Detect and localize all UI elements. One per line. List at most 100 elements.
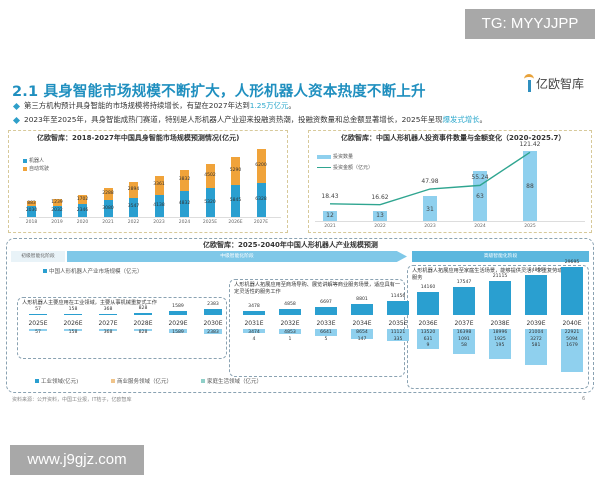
year-label: 2033E bbox=[316, 320, 336, 327]
bar-industrial bbox=[99, 329, 117, 331]
bar-value: 13 bbox=[376, 212, 384, 219]
year-label: 2039E bbox=[526, 320, 546, 327]
total-value: 17547 bbox=[456, 279, 472, 285]
annotation-text: 人形机器人拓展应用至家庭生活场景，能够提供灵活、非重复劳动性的多元服务 bbox=[412, 268, 584, 281]
bar-total bbox=[489, 281, 511, 315]
total-value: 3478 bbox=[248, 303, 260, 309]
diamond-bullet-icon bbox=[12, 102, 21, 110]
bar-value: 12 bbox=[326, 212, 334, 219]
bar-total bbox=[204, 309, 222, 315]
logo-text: 亿欧智库 bbox=[536, 76, 585, 91]
amount-line bbox=[329, 151, 531, 206]
bullet-1: 第三方机构预计具身智能的市场规模将持续增长，有望在2027年达到1.25万亿元。 bbox=[12, 100, 296, 111]
commercial-value: 147 bbox=[357, 337, 367, 342]
bar-autodrive bbox=[103, 187, 113, 201]
annotation-box-industrial: 人形机器人主要应用在工业领域，主要从事机械重复式工作 bbox=[17, 297, 227, 359]
year-label: 2037E bbox=[454, 320, 474, 327]
total-value: 828 bbox=[138, 305, 148, 311]
bar-value: 2346 bbox=[76, 207, 89, 213]
legend-swatch-icon bbox=[111, 379, 115, 383]
x-tick-label: 2025E bbox=[202, 220, 218, 225]
household-value: 195 bbox=[495, 343, 505, 348]
chart-title: 亿欧智库：2018-2027年中国具身智能市场规模预测情况(亿元) bbox=[37, 134, 240, 142]
line-value: 55.24 bbox=[471, 174, 489, 182]
bar-industrial bbox=[134, 329, 152, 331]
bar-value: 6200 bbox=[255, 162, 267, 168]
commercial-value: 631 bbox=[423, 337, 433, 342]
legend-line-icon bbox=[317, 166, 331, 169]
total-value: 24856 bbox=[528, 268, 544, 274]
annotation-text: 人形机器人主要应用在工业领域，主要从事机械重复式工作 bbox=[22, 300, 157, 306]
legend-commercial: 商业服务领域（亿元） bbox=[111, 377, 172, 385]
industrial-value: 13520 bbox=[420, 330, 436, 335]
bullet-highlight: 爆发式增长 bbox=[442, 115, 480, 124]
x-axis bbox=[315, 221, 585, 222]
stage-intermediate: 中级智能化阶段 bbox=[67, 251, 407, 262]
legend-label: 家庭生活领域（亿元） bbox=[207, 379, 263, 385]
chart-title: 亿欧智库：中国人形机器人投资事件数量与金额变化（2020-2025.7） bbox=[341, 134, 566, 142]
bar-total bbox=[315, 306, 337, 315]
bar-value: 2288 bbox=[102, 191, 114, 197]
industrial-value: 1589 bbox=[172, 330, 184, 335]
household-value: 58 bbox=[461, 343, 467, 348]
x-tick-label: 2025 bbox=[524, 224, 536, 229]
bullet-tail: 。 bbox=[288, 101, 296, 110]
chart-title: 亿欧智库：2025-2040年中国人形机器人产业规模预测 bbox=[203, 241, 378, 249]
line-value: 16.62 bbox=[371, 193, 389, 201]
industrial-value: 828 bbox=[138, 330, 148, 335]
bar-value: 3361 bbox=[153, 182, 165, 188]
year-label: 2032E bbox=[280, 320, 300, 327]
total-value: 6697 bbox=[320, 299, 332, 305]
legend-autodrive: 自动驾驶 bbox=[23, 165, 49, 172]
bullet-text: 2023年至2025年，具身智能成热门赛道，特别是人形机器人产业迎来投融资热潮，… bbox=[24, 115, 443, 124]
legend-label: 商业服务领域（亿元） bbox=[117, 379, 173, 385]
bar-total bbox=[169, 311, 187, 315]
x-tick-label: 2026E bbox=[228, 220, 243, 225]
stage-primary: 初级智能化阶段 bbox=[11, 251, 65, 262]
bar-value: 3547 bbox=[127, 204, 140, 210]
bar-robot bbox=[27, 205, 36, 217]
x-tick-label: 2024 bbox=[178, 220, 191, 225]
bar-industrial bbox=[315, 329, 337, 337]
bar-autodrive bbox=[180, 169, 189, 191]
bar-count bbox=[523, 150, 537, 221]
industrial-value: 11121 bbox=[390, 330, 406, 335]
bar-value: 31 bbox=[426, 205, 434, 213]
bar-value: 2030 bbox=[25, 208, 38, 214]
legend-robot: 机器人 bbox=[23, 157, 44, 164]
industrial-value: 16398 bbox=[456, 330, 472, 335]
logo: 亿欧智库 bbox=[524, 74, 584, 92]
stage-advanced: 高级智能化阶段 bbox=[412, 251, 589, 262]
watermark-site: www.j9gjz.com bbox=[10, 445, 144, 475]
year-label: 2034E bbox=[352, 320, 372, 327]
x-tick-label: 2023 bbox=[424, 224, 436, 229]
year-label: 2028E bbox=[133, 320, 153, 327]
legend-label: 自动驾驶 bbox=[29, 166, 50, 172]
bar-robot bbox=[231, 185, 240, 217]
total-value: 158 bbox=[68, 306, 78, 312]
household-value: 581 bbox=[531, 343, 541, 348]
x-tick-label: 2018 bbox=[25, 220, 38, 225]
x-tick-label: 2024 bbox=[474, 224, 486, 229]
year-label: 2030E bbox=[203, 320, 223, 327]
year-label: 2029E bbox=[168, 320, 188, 327]
x-tick-label: 2019 bbox=[51, 220, 63, 225]
bar-value: 6328 bbox=[255, 196, 267, 202]
bar-value: 63 bbox=[476, 192, 484, 200]
legend-label: 机器人 bbox=[29, 158, 45, 164]
industrial-value: 158 bbox=[68, 330, 78, 335]
line-value: 121.42 bbox=[519, 141, 541, 149]
bar-robot bbox=[103, 200, 113, 217]
total-value: 29695 bbox=[564, 260, 580, 266]
bar-robot bbox=[129, 197, 138, 217]
year-label: 2036E bbox=[418, 320, 438, 327]
year-label: 2040E bbox=[562, 320, 582, 327]
total-value: 1589 bbox=[172, 304, 184, 310]
bar-total bbox=[387, 301, 409, 315]
bar-total bbox=[134, 312, 152, 315]
year-label: 2035E bbox=[388, 320, 408, 327]
legend-swatch-icon bbox=[201, 379, 205, 383]
diamond-bullet-icon bbox=[12, 116, 21, 124]
bar-industrial bbox=[525, 329, 547, 365]
bar-industrial bbox=[561, 329, 583, 372]
